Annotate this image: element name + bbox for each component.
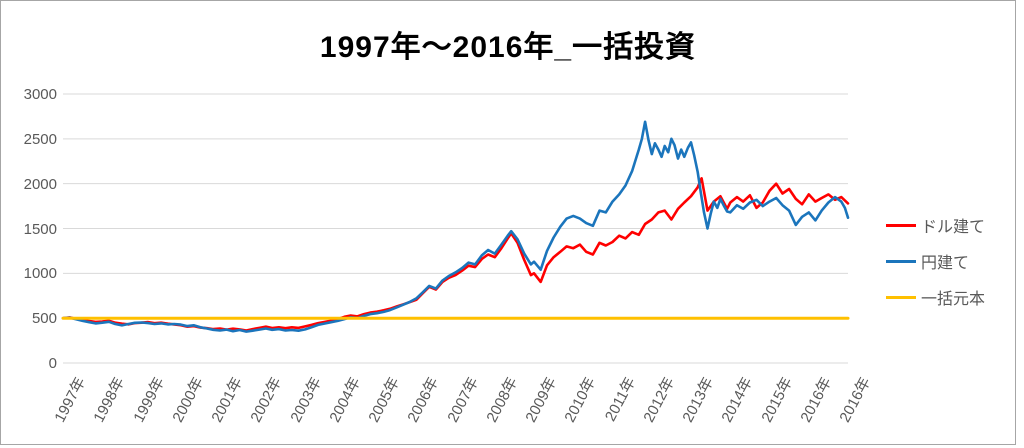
y-axis-tick-label: 2500 xyxy=(23,130,57,148)
series-line-dollar xyxy=(61,177,850,332)
legend-swatch-dollar xyxy=(886,223,916,227)
legend-item: ドル建て xyxy=(886,207,985,243)
legend-item: 一括元本 xyxy=(886,279,985,315)
y-axis-tick-label: 2000 xyxy=(23,175,57,193)
series-line-yen xyxy=(61,120,850,333)
legend-swatch-principal xyxy=(886,295,916,299)
legend-swatch-yen xyxy=(886,259,916,263)
legend-label: 一括元本 xyxy=(921,291,986,308)
legend: ドル建て円建て一括元本 xyxy=(886,207,985,315)
y-axis-tick-label: 0 xyxy=(48,355,57,372)
plot-svg xyxy=(61,93,850,364)
legend-label: ドル建て xyxy=(921,219,986,236)
y-axis-tick-label: 3000 xyxy=(23,86,57,103)
y-axis-tick-label: 500 xyxy=(31,310,57,328)
legend-item: 円建て xyxy=(886,243,985,279)
chart-title: 1997年～2016年_一括投資 xyxy=(319,31,697,64)
y-axis-tick-label: 1000 xyxy=(23,265,57,283)
y-axis-tick-label: 1500 xyxy=(23,220,57,238)
legend-label: 円建て xyxy=(921,255,970,272)
